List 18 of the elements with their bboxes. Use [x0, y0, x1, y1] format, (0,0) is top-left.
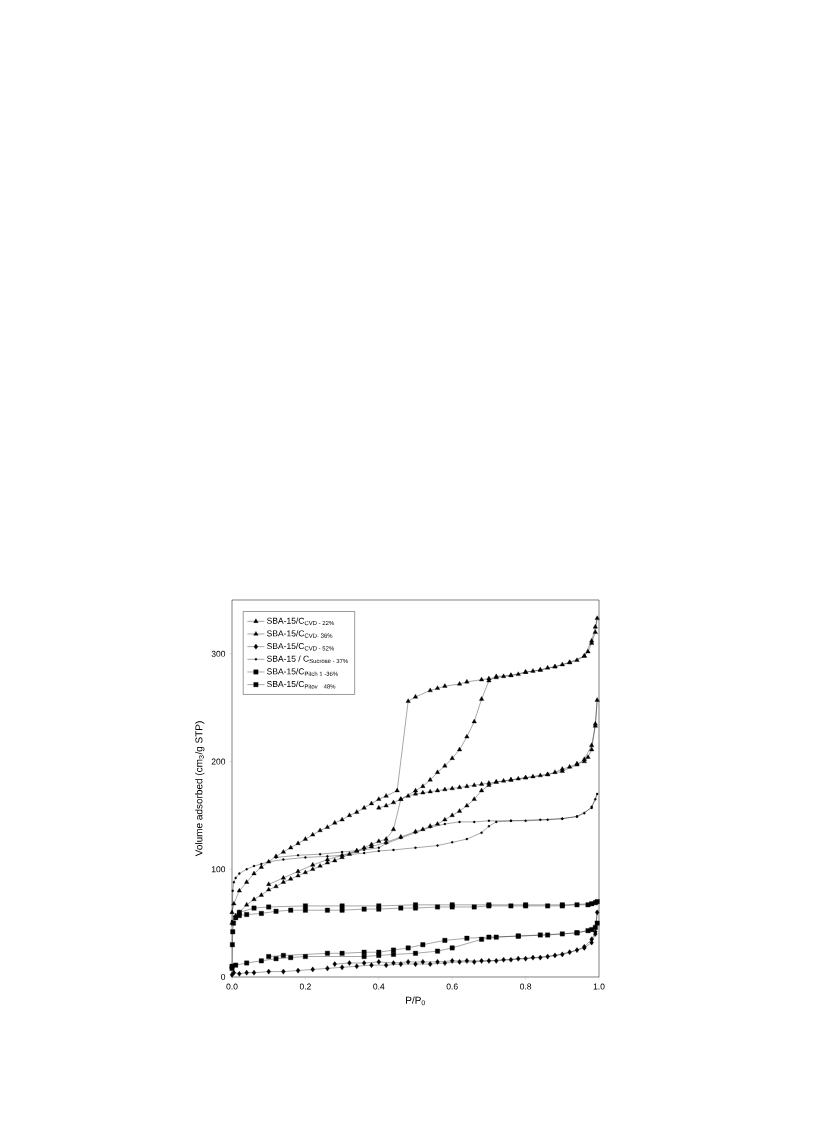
x-tick-label: 0.0: [226, 983, 238, 990]
legend-label: $\text{SBA-15/C}_{\text{CVD - 52\%}}$: [267, 642, 334, 651]
x-tick-label: 0.8: [520, 983, 532, 990]
y-tick-label: 100: [211, 866, 226, 873]
y-tick-label: 0: [221, 973, 226, 980]
legend-label: $\text{SBA-15/C}_{\text{CVD- 36\%}}$: [267, 630, 333, 638]
x-axis-title: P/P$_{0}$: [406, 996, 425, 1006]
y-axis-title: Volume adsorbed (cm$_{3}$/g STP): [195, 721, 205, 857]
x-tick-label: 0.4: [373, 983, 385, 990]
legend-label: $\text{SBA-15/C}_{\text{Pitov\quad 48\%}}$: [267, 680, 336, 689]
legend-label: $\text{SBA-15/C}_{\text{CVD - 22\%}}$: [267, 617, 334, 626]
x-tick-label: 1.0: [593, 983, 605, 990]
x-tick-label: 0.2: [299, 983, 311, 990]
legend-label: $\text{SBA-15/C}_{\text{Pitch 1 -36\%}}$: [267, 668, 338, 676]
legend-label: $\text{SBA-15 / C}_{\text{Sucrose - 37\%}}$: [267, 655, 348, 664]
y-tick-label: 200: [211, 758, 226, 765]
y-tick-label: 300: [211, 650, 226, 657]
x-tick-label: 0.6: [446, 983, 458, 990]
